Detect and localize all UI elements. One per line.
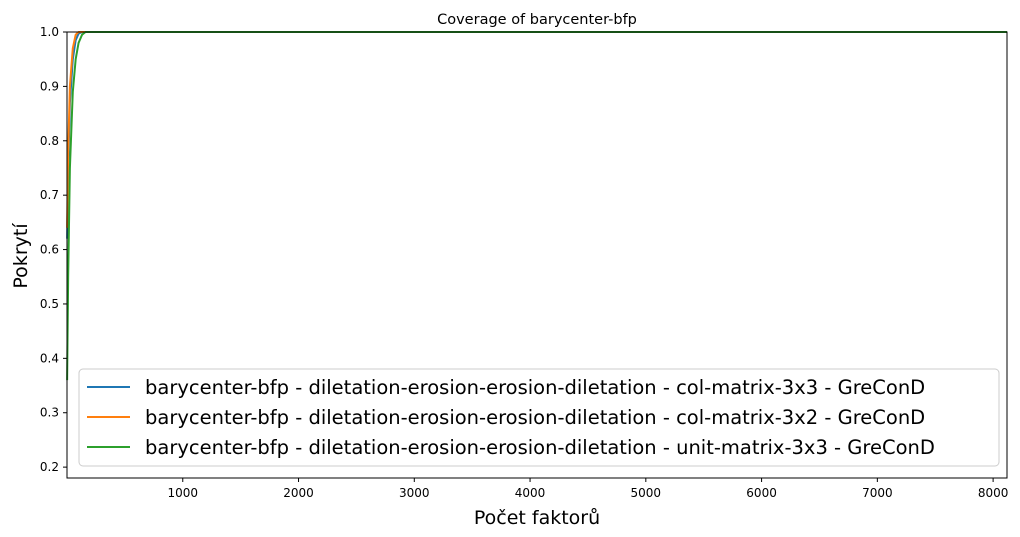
- y-tick-label: 0.4: [40, 351, 59, 365]
- y-tick-label: 0.5: [40, 297, 59, 311]
- chart-title: Coverage of barycenter-bfp: [437, 12, 637, 28]
- x-tick-label: 8000: [978, 486, 1009, 500]
- x-tick-label: 4000: [515, 486, 546, 500]
- x-tick-label: 7000: [862, 486, 893, 500]
- y-tick-label: 0.3: [40, 406, 59, 420]
- x-axis-label: Počet faktorů: [474, 507, 600, 529]
- x-tick-label: 2000: [283, 486, 314, 500]
- plot-area: [66, 31, 1007, 381]
- legend-label-3: barycenter-bfp - diletation-erosion-eros…: [145, 436, 935, 459]
- y-tick-label: 0.7: [40, 188, 59, 202]
- x-tick-label: 6000: [746, 486, 777, 500]
- legend: barycenter-bfp - diletation-erosion-eros…: [78, 368, 1000, 467]
- y-tick-label: 0.6: [40, 243, 59, 257]
- y-axis: 0.2 0.3 0.4 0.5 0.6 0.7 0.8 0.9 1.0: [40, 25, 67, 474]
- x-axis: 1000 2000 3000 4000 5000 6000 7000 8000: [167, 478, 1008, 500]
- x-tick-label: 1000: [167, 486, 198, 500]
- legend-box: [78, 368, 1000, 467]
- y-tick-label: 0.8: [40, 134, 59, 148]
- x-tick-label: 5000: [631, 486, 662, 500]
- y-tick-label: 1.0: [40, 25, 59, 39]
- legend-label-2: barycenter-bfp - diletation-erosion-eros…: [145, 406, 925, 429]
- y-tick-label: 0.9: [40, 79, 59, 93]
- series-line-3: [66, 31, 1007, 381]
- x-tick-label: 3000: [399, 486, 430, 500]
- y-tick-label: 0.2: [40, 460, 59, 474]
- series-line-1: [66, 31, 1007, 239]
- y-axis-label: Pokrytí: [10, 223, 32, 289]
- plot-frame: [66, 31, 1008, 479]
- legend-label-1: barycenter-bfp - diletation-erosion-eros…: [145, 376, 925, 399]
- series-line-2: [66, 31, 1007, 228]
